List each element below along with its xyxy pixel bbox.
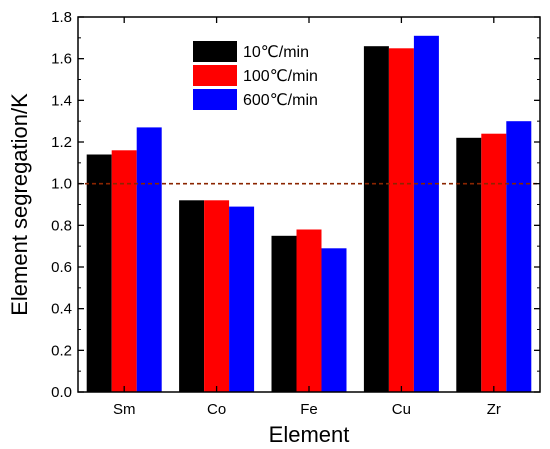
legend-label-series-2: 100℃/min xyxy=(243,68,318,85)
bar-co-series-2 xyxy=(204,200,230,392)
bar-fe-series-2 xyxy=(296,229,322,392)
bar-fe-series-1 xyxy=(271,235,297,393)
x-tick-label-sm: Sm xyxy=(113,401,136,418)
y-tick-label: 1.2 xyxy=(51,134,72,151)
bar-fe-series-3 xyxy=(321,248,347,393)
y-tick-label: 1.0 xyxy=(51,176,72,193)
y-tick-label: 0.2 xyxy=(51,342,72,359)
x-axis-title: Element xyxy=(269,422,350,447)
y-tick-label: 0.6 xyxy=(51,259,72,276)
y-tick-label: 1.6 xyxy=(51,51,72,68)
bar-sm-series-1 xyxy=(86,154,112,392)
y-tick-label: 0.0 xyxy=(51,384,72,401)
bar-zr-series-3 xyxy=(506,121,532,392)
axes-layer: 0.0 0.2 0.4 0.6 0.8 1.0 1.2 1.4 1.6 1.8 Sm Co Fe Cu Zr xyxy=(51,9,541,418)
y-tick-label: 1.4 xyxy=(51,92,72,109)
legend: 10℃/min 100℃/min 600℃/min xyxy=(193,41,318,110)
bar-sm-series-3 xyxy=(136,127,162,393)
legend-swatch-series-1 xyxy=(193,41,237,62)
x-tick-label-cu: Cu xyxy=(392,401,411,418)
bar-cu-series-3 xyxy=(413,35,439,393)
legend-swatch-series-3 xyxy=(193,89,237,110)
bar-co-series-3 xyxy=(229,206,255,392)
bar-cu-series-1 xyxy=(363,46,389,392)
bar-co-series-1 xyxy=(179,200,205,392)
y-tick-label: 1.8 xyxy=(51,9,72,26)
y-tick-label: 0.4 xyxy=(51,301,72,318)
bar-cu-series-2 xyxy=(388,48,414,393)
bar-zr-series-2 xyxy=(481,133,507,392)
x-tick-label-fe: Fe xyxy=(300,401,318,418)
bar-zr-series-1 xyxy=(456,137,482,392)
y-tick-label: 0.8 xyxy=(51,217,72,234)
bars-layer xyxy=(86,35,532,393)
legend-label-series-1: 10℃/min xyxy=(243,44,309,61)
x-tick-label-co: Co xyxy=(207,401,226,418)
legend-label-series-3: 600℃/min xyxy=(243,92,318,109)
x-tick-label-zr: Zr xyxy=(487,401,501,418)
y-axis-title: Element segregation/K xyxy=(7,93,32,316)
bar-sm-series-2 xyxy=(111,150,137,392)
legend-swatch-series-2 xyxy=(193,65,237,86)
